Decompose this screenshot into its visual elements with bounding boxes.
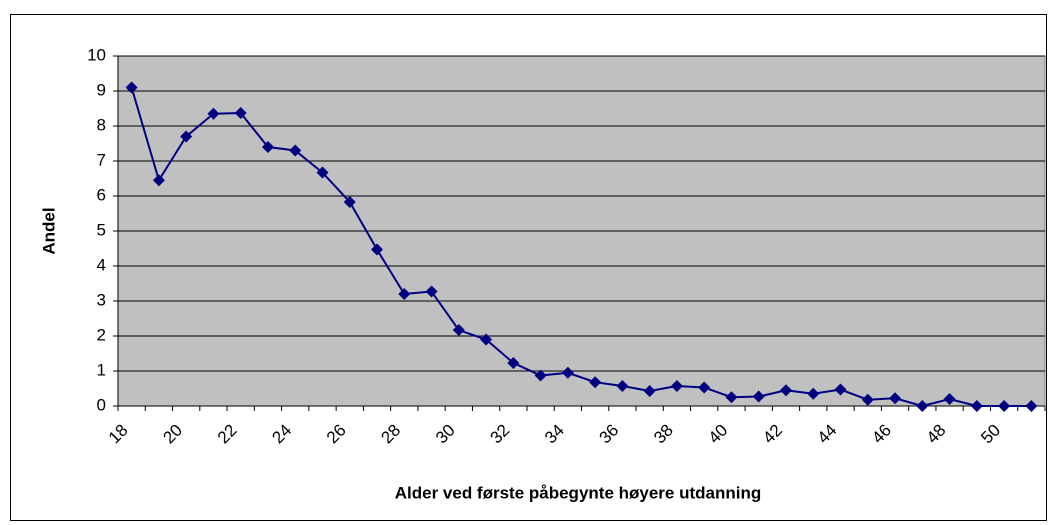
data-point — [643, 384, 656, 397]
data-point — [425, 285, 438, 298]
y-tick-label: 7 — [97, 150, 106, 169]
data-point — [534, 369, 547, 382]
data-point — [480, 333, 493, 346]
data-point — [1025, 400, 1038, 412]
data-point — [698, 381, 711, 394]
data-point — [507, 356, 520, 369]
data-point — [343, 195, 356, 208]
data-point — [261, 141, 274, 153]
data-point — [752, 390, 765, 403]
data-point — [807, 387, 820, 400]
data-point — [916, 400, 929, 412]
data-point — [316, 166, 329, 179]
x-axis-title: Alder ved første påbegynte høyere utdann… — [395, 483, 762, 502]
data-point — [943, 393, 956, 405]
y-tick-label: 4 — [97, 255, 106, 274]
data-point — [725, 391, 738, 404]
y-tick-label: 5 — [97, 220, 106, 239]
data-point — [834, 383, 847, 396]
data-point — [670, 380, 683, 393]
data-point — [371, 243, 384, 256]
data-point — [289, 144, 302, 157]
y-tick-label: 9 — [97, 80, 106, 99]
data-point — [779, 384, 792, 397]
data-point — [234, 107, 247, 120]
data-point — [452, 324, 465, 337]
data-point — [861, 393, 874, 406]
data-point — [207, 107, 220, 120]
y-tick-label: 10 — [87, 45, 106, 64]
data-point — [125, 81, 138, 94]
y-tick-label: 0 — [97, 395, 106, 414]
y-tick-label: 2 — [97, 325, 106, 344]
data-point — [398, 288, 411, 300]
data-point — [180, 130, 193, 143]
data-point — [152, 174, 165, 187]
data-point — [616, 380, 629, 393]
y-axis-title: Andel — [39, 207, 58, 254]
data-point — [970, 400, 983, 412]
series-line — [130, 87, 1032, 408]
y-tick-label: 8 — [97, 115, 106, 134]
y-tick-label: 1 — [97, 360, 106, 379]
y-tick-label: 3 — [97, 290, 106, 309]
data-point — [561, 366, 574, 379]
data-point — [889, 392, 902, 405]
y-tick-label: 6 — [97, 185, 106, 204]
data-point — [589, 376, 602, 389]
data-point — [998, 400, 1011, 412]
